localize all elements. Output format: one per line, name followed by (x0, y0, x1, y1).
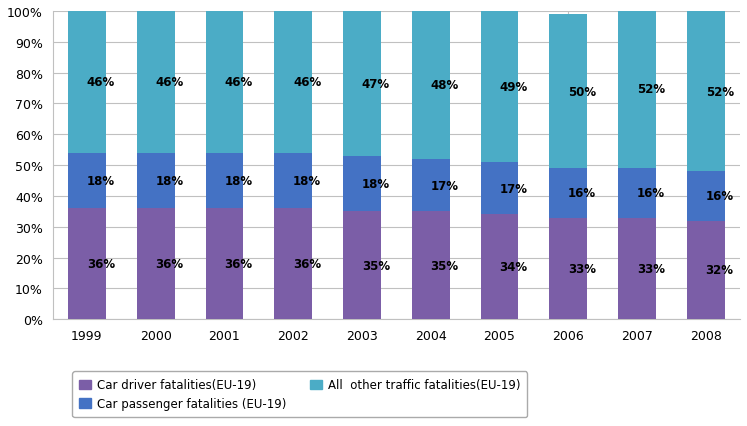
Bar (480, 215, 518, 320)
Bar (274, 209, 312, 320)
Text: 36%: 36% (224, 258, 252, 271)
Bar (412, 12, 450, 160)
Bar (205, 153, 244, 209)
Text: 52%: 52% (706, 85, 734, 98)
Bar (68, 153, 106, 209)
Bar (274, 12, 312, 153)
Text: 33%: 33% (637, 262, 665, 275)
Bar (480, 12, 518, 163)
Text: 17%: 17% (500, 182, 527, 195)
Text: 52%: 52% (637, 82, 665, 95)
Bar (412, 160, 450, 212)
Text: 32%: 32% (706, 264, 734, 277)
Bar (343, 156, 381, 212)
Legend: Car driver fatalities(EU-19), Car passenger fatalities (EU-19), All  other traff: Car driver fatalities(EU-19), Car passen… (72, 371, 527, 417)
Text: 18%: 18% (293, 175, 321, 187)
Bar (686, 12, 725, 172)
Text: 18%: 18% (224, 175, 252, 187)
Text: 17%: 17% (431, 179, 459, 192)
Text: 35%: 35% (431, 259, 459, 272)
Text: 36%: 36% (293, 258, 321, 271)
Bar (205, 12, 244, 153)
Bar (137, 209, 175, 320)
Bar (412, 212, 450, 320)
Text: 46%: 46% (155, 76, 184, 89)
Text: 46%: 46% (87, 76, 115, 89)
Text: 50%: 50% (568, 85, 596, 98)
Text: 47%: 47% (362, 78, 390, 91)
Text: 46%: 46% (224, 76, 252, 89)
Bar (618, 9, 656, 169)
Bar (480, 163, 518, 215)
Bar (68, 209, 106, 320)
Bar (686, 221, 725, 320)
Bar (205, 209, 244, 320)
Text: 18%: 18% (155, 175, 184, 187)
Bar (137, 12, 175, 153)
Text: 33%: 33% (568, 262, 596, 275)
Bar (137, 153, 175, 209)
Text: 16%: 16% (706, 190, 734, 203)
Text: 16%: 16% (637, 187, 665, 200)
Bar (686, 172, 725, 221)
Text: 18%: 18% (362, 178, 390, 191)
Bar (618, 218, 656, 320)
Bar (549, 218, 587, 320)
Text: 36%: 36% (87, 258, 115, 271)
Bar (68, 12, 106, 153)
Bar (343, 12, 381, 156)
Text: 34%: 34% (500, 261, 527, 273)
Bar (549, 169, 587, 218)
Text: 36%: 36% (155, 258, 184, 271)
Text: 46%: 46% (293, 76, 321, 89)
Text: 35%: 35% (362, 259, 390, 272)
Bar (618, 169, 656, 218)
Text: 48%: 48% (431, 79, 459, 92)
Text: 49%: 49% (500, 81, 527, 94)
Text: 18%: 18% (87, 175, 115, 187)
Bar (343, 212, 381, 320)
Text: 16%: 16% (568, 187, 596, 200)
Bar (549, 15, 587, 169)
Bar (274, 153, 312, 209)
